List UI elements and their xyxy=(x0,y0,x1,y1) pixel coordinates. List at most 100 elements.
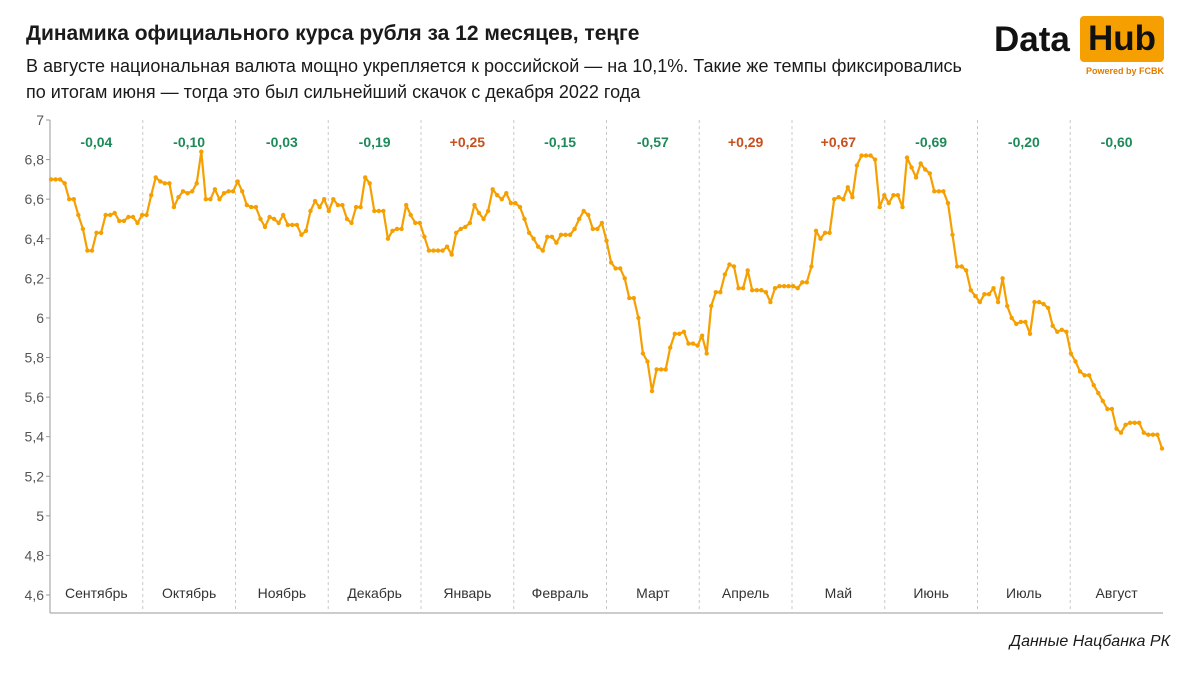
y-tick-label: 6 xyxy=(36,310,44,326)
data-point xyxy=(308,208,313,214)
data-point xyxy=(631,295,636,301)
data-point xyxy=(240,189,245,194)
data-point xyxy=(394,226,400,232)
data-point xyxy=(381,208,386,214)
data-point xyxy=(668,345,673,350)
data-point xyxy=(709,303,714,309)
data-point xyxy=(1118,430,1124,435)
y-tick-label: 6,6 xyxy=(25,191,45,207)
data-point xyxy=(750,288,755,293)
data-point xyxy=(595,226,600,232)
data-point xyxy=(832,197,837,202)
month-change-label: -0,69 xyxy=(915,134,947,150)
data-point xyxy=(950,232,955,237)
data-point xyxy=(727,262,732,267)
data-point xyxy=(1091,383,1096,388)
data-point xyxy=(686,341,691,346)
data-point xyxy=(1146,432,1151,437)
data-point xyxy=(149,193,154,198)
data-point xyxy=(89,248,95,253)
data-point xyxy=(954,264,960,269)
data-point xyxy=(495,193,500,198)
data-point xyxy=(1014,321,1019,327)
data-point xyxy=(827,230,832,235)
data-point xyxy=(590,226,595,232)
month-label: Декабрь xyxy=(347,585,402,601)
data-point xyxy=(1000,276,1005,281)
data-point xyxy=(991,286,996,291)
month-label: Август xyxy=(1096,585,1139,601)
data-point xyxy=(613,266,618,271)
data-point xyxy=(1100,398,1106,404)
data-point xyxy=(504,191,509,196)
data-point xyxy=(813,228,819,233)
data-point xyxy=(913,175,919,180)
y-tick-label: 6,2 xyxy=(25,270,45,286)
data-point xyxy=(941,189,946,194)
data-point xyxy=(62,181,67,186)
data-point xyxy=(103,212,108,218)
data-point xyxy=(76,212,81,218)
data-point xyxy=(740,286,746,291)
month-label: Июль xyxy=(1006,585,1042,601)
data-point xyxy=(199,149,204,154)
data-point xyxy=(499,197,504,202)
data-point xyxy=(426,248,432,253)
month-label: Март xyxy=(636,585,670,601)
data-point xyxy=(390,228,395,233)
data-point xyxy=(303,228,309,233)
data-point xyxy=(1155,432,1160,437)
data-point xyxy=(112,210,117,216)
data-point xyxy=(900,204,905,210)
data-source: Данные Нацбанка РК xyxy=(1009,633,1170,650)
month-change-label: -0,19 xyxy=(359,134,391,150)
data-point xyxy=(253,204,259,210)
chart-subtitle: В августе национальная валюта мощно укре… xyxy=(26,56,962,102)
data-point xyxy=(882,193,887,198)
data-point xyxy=(476,210,482,216)
data-point xyxy=(108,212,113,218)
data-point xyxy=(85,248,90,253)
data-point xyxy=(290,222,295,228)
data-point xyxy=(1032,299,1037,305)
data-point xyxy=(854,163,860,168)
data-point xyxy=(98,230,104,235)
data-point xyxy=(190,189,195,194)
data-point xyxy=(699,333,705,338)
data-point xyxy=(1046,305,1051,311)
logo-data-text: Data xyxy=(994,20,1070,59)
data-point xyxy=(677,331,682,336)
data-point xyxy=(490,187,495,192)
month-change-label: -0,20 xyxy=(1008,134,1040,150)
data-point xyxy=(809,264,814,269)
data-point xyxy=(1059,327,1065,332)
month-change-label: -0,04 xyxy=(80,134,112,150)
data-point xyxy=(608,260,614,265)
data-point xyxy=(153,175,158,180)
data-point xyxy=(176,195,181,200)
data-point xyxy=(795,286,800,291)
data-point xyxy=(577,216,582,222)
data-point xyxy=(731,264,737,269)
month-change-label: -0,15 xyxy=(544,134,576,150)
data-point xyxy=(513,200,518,206)
data-point xyxy=(781,284,787,289)
data-point xyxy=(358,204,363,210)
month-label: Октябрь xyxy=(162,585,216,601)
month-label: Февраль xyxy=(532,585,589,601)
data-point xyxy=(932,189,937,194)
data-point xyxy=(977,299,983,305)
data-point xyxy=(467,220,473,226)
data-point xyxy=(1005,303,1010,309)
data-point xyxy=(567,232,573,237)
data-point xyxy=(463,224,468,230)
data-point xyxy=(640,351,646,356)
y-tick-label: 5 xyxy=(36,508,44,524)
data-point xyxy=(385,236,391,241)
data-point xyxy=(367,181,372,186)
data-point xyxy=(526,230,532,235)
data-point xyxy=(271,216,277,222)
month-label: Сентябрь xyxy=(65,585,128,601)
data-point xyxy=(1086,373,1092,378)
